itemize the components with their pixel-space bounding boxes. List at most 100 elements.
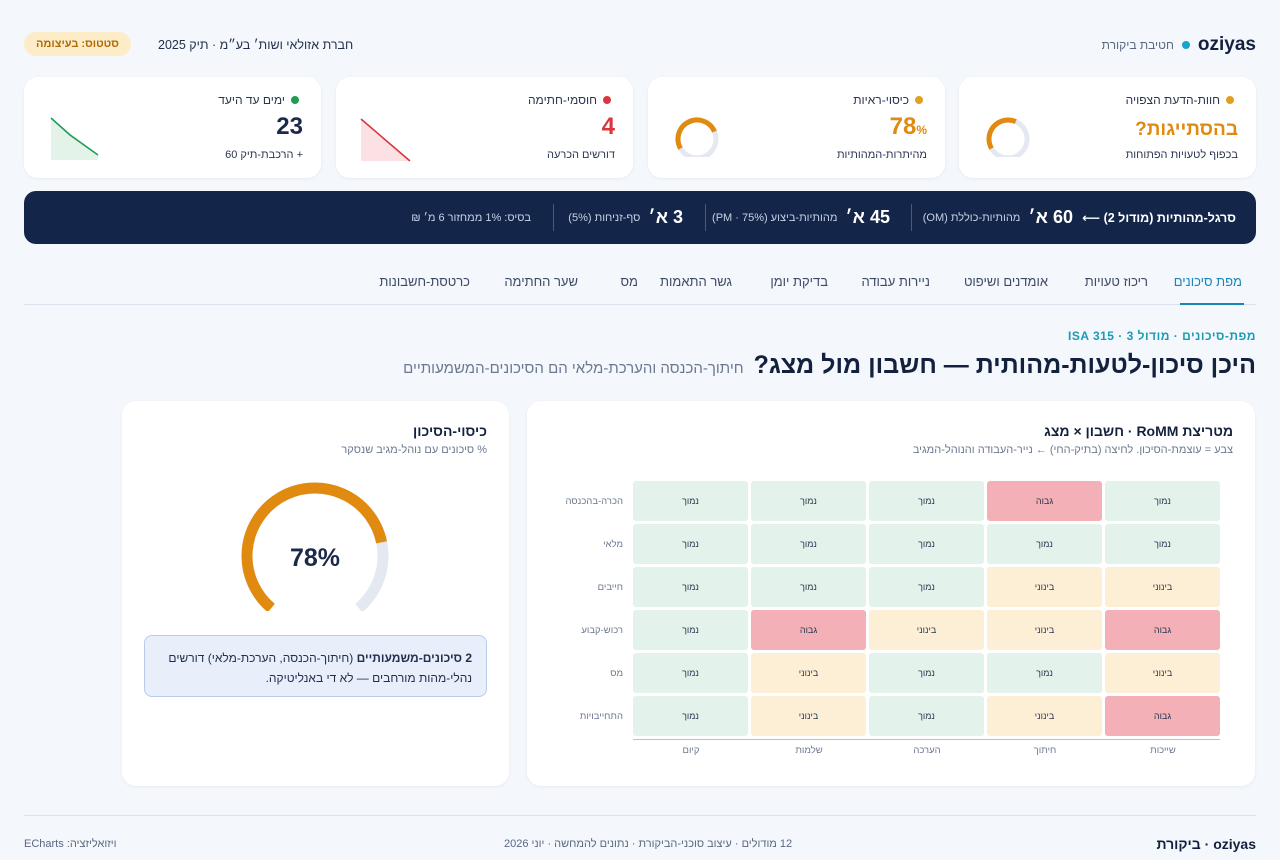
heatmap-cell[interactable]: נמוך <box>633 567 748 607</box>
heatmap-cell[interactable]: בינוני <box>1105 567 1220 607</box>
heatmap-cell[interactable]: נמוך <box>1105 524 1220 564</box>
kpi-label: כיסוי-ראיות <box>853 93 909 107</box>
column-label: שלמות <box>795 745 823 756</box>
kpi-card-days[interactable]: ימים עד היעד 23 + הרכבת-תיק 60 <box>24 77 321 178</box>
banner-item-pm: 45 א׳ מהותיות-ביצוע (75% · PM) <box>712 191 890 244</box>
tab-misstatements[interactable]: ריכוז טעויות <box>1084 274 1148 289</box>
kpi-label: ימים עד היעד <box>218 93 285 107</box>
row-label: חייבים <box>597 582 623 593</box>
heatmap-cell[interactable]: נמוך <box>633 653 748 693</box>
tab-workpapers[interactable]: ניירות עבודה <box>861 274 930 289</box>
column-label: שייכות <box>1150 745 1176 756</box>
heatmap-cell[interactable]: גבוה <box>1105 696 1220 736</box>
gauge-icon <box>986 117 1030 157</box>
heatmap-cell[interactable]: נמוך <box>987 653 1102 693</box>
heatmap-cell[interactable]: נמוך <box>869 481 984 521</box>
note-highlight: 2 סיכונים-משמעותיים <box>356 651 472 665</box>
banner-label: מהותיות-כוללת (OM) <box>922 211 1021 224</box>
note-text: (חיתוך-הכנסה, הערכת-מלאי) דורשים נהלי-מה… <box>168 651 472 685</box>
trend-down-icon <box>360 118 411 162</box>
banner-title: סרגל-מהותיות (מודול 2) ⟵ <box>1082 211 1236 225</box>
x-axis-line <box>633 739 1220 740</box>
page-title: היכן סיכון-לטעות-מהותית — חשבון מול מצג? <box>753 351 1256 379</box>
heatmap-cell[interactable]: בינוני <box>869 610 984 650</box>
kpi-value: בהסתייגות? <box>1135 119 1238 140</box>
banner-item-threshold: 3 א׳ סף-זניחות (5%) <box>568 191 683 244</box>
heatmap-cell[interactable]: נמוך <box>1105 481 1220 521</box>
kpi-value: 4 <box>601 113 615 140</box>
status-dot-icon <box>603 96 611 104</box>
panel-title: כיסוי-הסיכון <box>413 423 487 439</box>
heatmap-cell[interactable]: נמוך <box>751 481 866 521</box>
footer: oziyas · ביקורת 12 מודולים · עיצוב סוכני… <box>24 815 1256 860</box>
heatmap-cell[interactable]: נמוך <box>751 567 866 607</box>
status-dot-icon <box>291 96 299 104</box>
column-label: חיתוך <box>1033 745 1057 756</box>
heatmap-cell[interactable]: בינוני <box>1105 653 1220 693</box>
column-label: הערכה <box>913 745 941 756</box>
banner-item-om: 60 א׳ מהותיות-כוללת (OM) <box>923 191 1073 244</box>
tab-risk-map[interactable]: מפת סיכונים <box>1173 274 1242 289</box>
kpi-card-blockers[interactable]: חוסמי-חתימה 4 דורשים הכרעה <box>336 77 633 178</box>
heatmap-cell[interactable]: בינוני <box>987 696 1102 736</box>
status-dot-icon <box>1226 96 1234 104</box>
brand-name: oziyas <box>1197 34 1256 55</box>
heatmap-cell[interactable]: בינוני <box>751 696 866 736</box>
heatmap-cell[interactable]: נמוך <box>633 524 748 564</box>
heatmap-cell[interactable]: נמוך <box>869 524 984 564</box>
heatmap-cell[interactable]: בינוני <box>987 567 1102 607</box>
kpi-card-coverage[interactable]: כיסוי-ראיות 78% מהיתרות-המהותיות <box>648 77 945 178</box>
heatmap-cell[interactable]: גבוה <box>1105 610 1220 650</box>
heatmap-cell[interactable]: בינוני <box>751 653 866 693</box>
kpi-label: חוסמי-חתימה <box>527 93 597 107</box>
divider <box>553 204 554 231</box>
row-label: התחייבויות <box>579 711 623 722</box>
tab-journal-testing[interactable]: בדיקת יומן <box>770 274 828 289</box>
heatmap-cell[interactable]: בינוני <box>987 610 1102 650</box>
kpi-card-opinion[interactable]: חוות-הדעת הצפויה בהסתייגות? בכפוף לטעויו… <box>959 77 1256 178</box>
company-name: חברת אזולאי ושות׳ בע״מ · תיק 2025 <box>158 38 354 52</box>
heatmap-cell[interactable]: נמוך <box>869 696 984 736</box>
heatmap-cell[interactable]: נמוך <box>633 610 748 650</box>
heatmap-cell[interactable]: נמוך <box>633 696 748 736</box>
row-label: מס <box>610 668 623 679</box>
kpi-subtitle: + הרכבת-תיק 60 <box>225 149 303 161</box>
heatmap-cell[interactable]: נמוך <box>869 653 984 693</box>
heatmap-cell[interactable]: נמוך <box>987 524 1102 564</box>
brand-subtitle: חטיבת ביקורת <box>1101 38 1174 52</box>
divider <box>705 204 706 231</box>
heatmap-cell[interactable]: נמוך <box>751 524 866 564</box>
row-label: רכוש-קבוע <box>581 625 623 636</box>
divider <box>911 204 912 231</box>
brand-dot-icon <box>1181 41 1190 49</box>
significant-risks-note: 2 סיכונים-משמעותיים (חיתוך-הכנסה, הערכת-… <box>144 635 487 697</box>
kpi-value: 23 <box>276 113 303 140</box>
gauge-icon <box>675 117 719 157</box>
panel-subtitle: צבע = עוצמת-הסיכון. לחיצה (בתיק-החי) ← נ… <box>912 444 1233 456</box>
tab-signoff-gate[interactable]: שער החתימה <box>504 274 578 289</box>
kpi-label: חוות-הדעת הצפויה <box>1125 93 1220 107</box>
banner-value: 45 א׳ <box>845 207 890 227</box>
active-tab-indicator <box>1180 303 1244 305</box>
heatmap-cell[interactable]: גבוה <box>751 610 866 650</box>
banner-value: 3 א׳ <box>648 207 683 227</box>
coverage-gauge <box>241 482 389 611</box>
heatmap-cell[interactable]: נמוך <box>869 567 984 607</box>
kpi-subtitle: דורשים הכרעה <box>546 149 615 161</box>
heatmap-cell[interactable]: גבוה <box>987 481 1102 521</box>
panel-subtitle: % סיכונים עם נוהל-מגיב שנסקר <box>341 444 487 456</box>
trend-down-icon <box>50 117 99 160</box>
banner-label: סף-זניחות (5%) <box>568 211 641 224</box>
tab-reconciliation[interactable]: גשר התאמות <box>660 274 732 289</box>
banner-label: מהותיות-ביצוע (75% · PM) <box>712 211 838 224</box>
panel-title: מטריצת RoMM · חשבון × מצג <box>1044 423 1233 439</box>
tab-estimates[interactable]: אומדנים ושיפוט <box>963 274 1048 289</box>
heatmap-cell[interactable]: נמוך <box>633 481 748 521</box>
top-header: oziyas חטיבת ביקורת חברת אזולאי ושות׳ בע… <box>24 30 1256 60</box>
footer-brand: oziyas · ביקורת <box>1156 836 1256 852</box>
tab-ledger[interactable]: כרטסת-חשבונות <box>379 274 470 289</box>
footer-credit: ויזואליזציה: ECharts <box>24 838 117 850</box>
page-title-block: היכן סיכון-לטעות-מהותית — חשבון מול מצג?… <box>403 351 1256 380</box>
brand: oziyas חטיבת ביקורת <box>1102 34 1256 56</box>
tab-tax[interactable]: מס <box>620 274 638 289</box>
